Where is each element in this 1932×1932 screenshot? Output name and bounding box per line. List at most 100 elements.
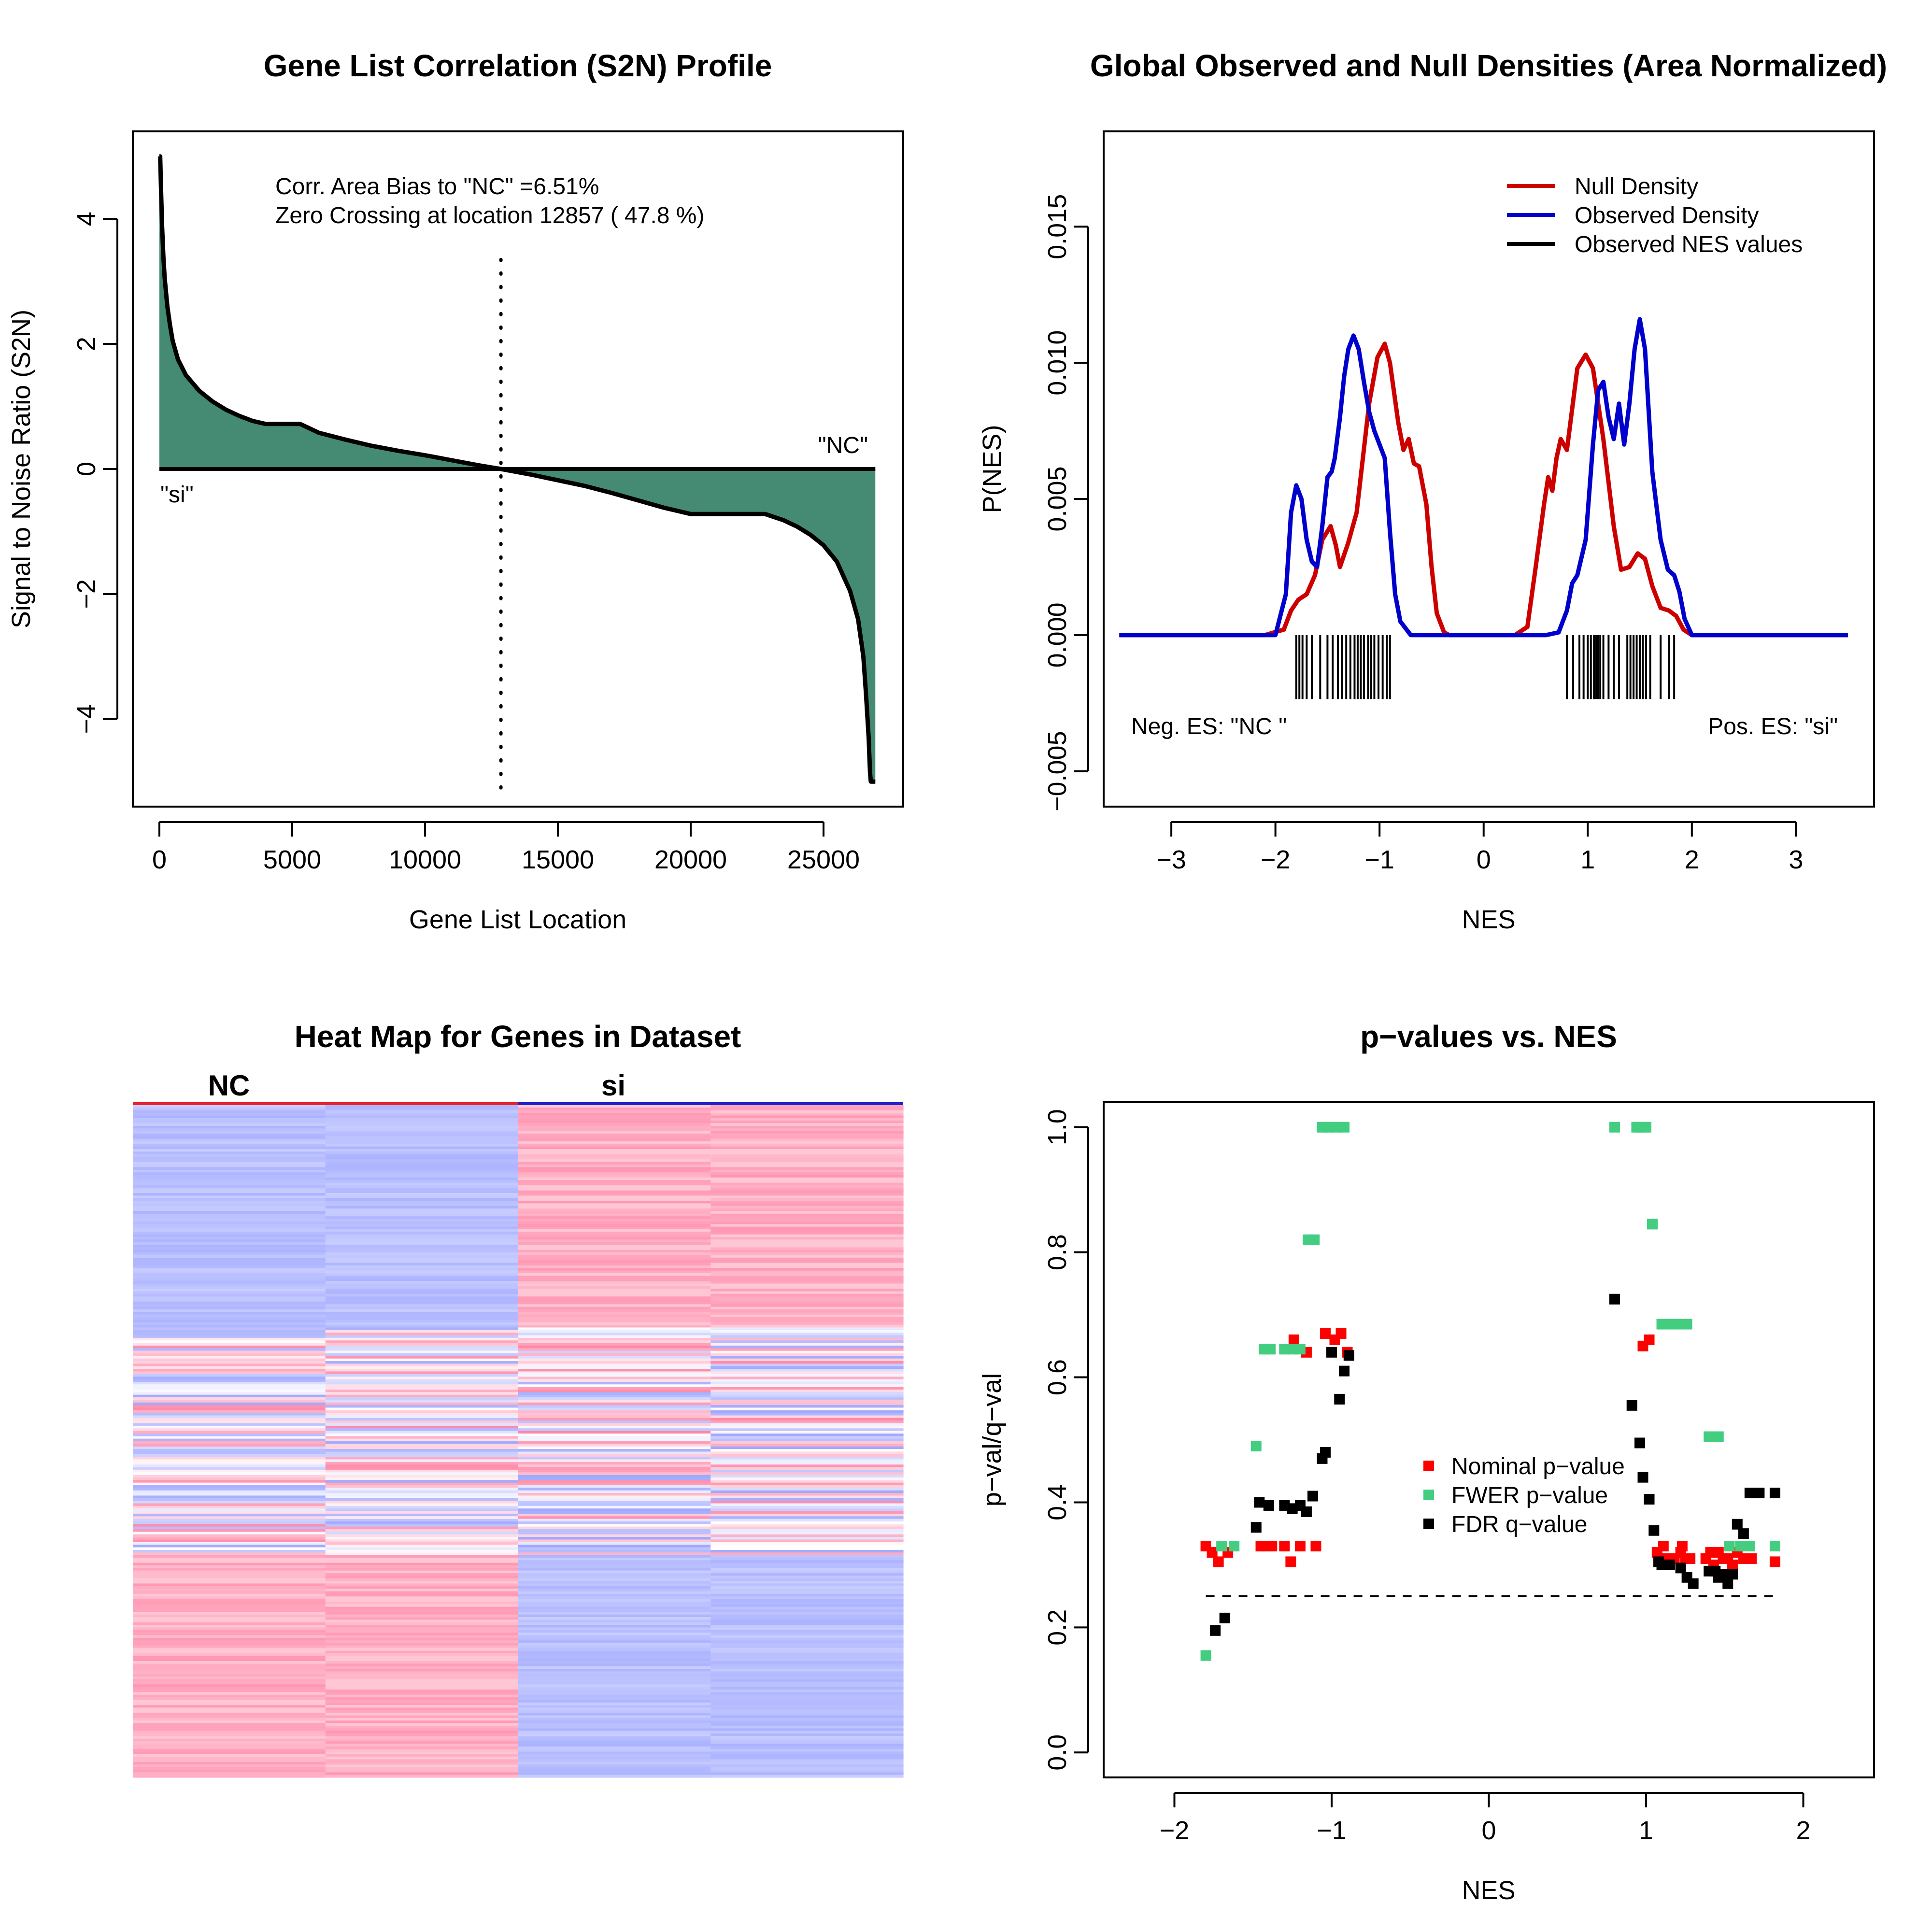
heatmap-cell: [133, 1330, 326, 1333]
heatmap-cell: [710, 1273, 904, 1276]
heatmap-cell: [325, 1764, 519, 1768]
fdr-q-point: [1644, 1493, 1655, 1505]
heatmap-cell: [518, 1681, 711, 1685]
heatmap-cell: [325, 1245, 519, 1248]
heatmap-cell: [518, 1578, 711, 1581]
heatmap-cell: [518, 1746, 711, 1749]
heatmap-cell: [710, 1410, 904, 1413]
heatmap-cell: [133, 1604, 326, 1607]
heatmap-cell: [710, 1312, 904, 1315]
heatmap-cell: [325, 1307, 519, 1310]
heatmap-cell: [133, 1723, 326, 1726]
fdr-q-point: [1210, 1625, 1221, 1636]
heatmap-cell: [325, 1407, 519, 1411]
heatmap-cell: [710, 1133, 904, 1136]
fdr-q-point: [1339, 1365, 1350, 1377]
heatmap-cell: [518, 1736, 711, 1739]
heatmap-cell: [518, 1431, 711, 1434]
heatmap-cell: [325, 1138, 519, 1142]
heatmap-cell: [133, 1293, 326, 1297]
heatmap-cell: [325, 1216, 519, 1220]
heatmap-cell: [518, 1599, 711, 1602]
heatmap-cell: [133, 1190, 326, 1193]
fdr-q-point: [1626, 1400, 1637, 1411]
heatmap-cell: [710, 1534, 904, 1537]
heatmap-cell: [518, 1291, 711, 1294]
fdr-q-point: [1609, 1293, 1620, 1305]
heatmap-cell: [710, 1330, 904, 1333]
heatmap-cell: [518, 1775, 711, 1778]
heatmap-cell: [710, 1299, 904, 1302]
heatmap-cell: [133, 1255, 326, 1258]
heatmap-cell: [518, 1330, 711, 1333]
heatmap-cell: [710, 1457, 904, 1460]
heatmap-cell: [133, 1725, 326, 1729]
heatmap-cell: [133, 1446, 326, 1449]
heatmap-cell: [518, 1751, 711, 1755]
heatmap-cell: [518, 1286, 711, 1289]
heatmap-cell: [133, 1260, 326, 1264]
heatmap-cell: [325, 1490, 519, 1493]
heatmap-cell: [133, 1501, 326, 1504]
heatmap-cell: [325, 1327, 519, 1331]
heatmap-cell: [710, 1560, 904, 1563]
fwer-p-point: [1713, 1431, 1724, 1442]
heatmap-cell: [518, 1552, 711, 1556]
heatmap-cell: [133, 1441, 326, 1444]
heatmap-cell: [518, 1689, 711, 1692]
heatmap-cell: [710, 1769, 904, 1773]
heatmap-cell: [710, 1633, 904, 1636]
heatmap-cell: [325, 1617, 519, 1620]
heatmap-cell: [518, 1242, 711, 1245]
heatmap-cell: [325, 1410, 519, 1413]
heatmap-cell: [133, 1563, 326, 1566]
s2n-x-axis: 0 5000 10000 15000 20000 25000: [152, 821, 860, 874]
heatmap-cell: [133, 1337, 326, 1341]
heatmap-cell: [325, 1521, 519, 1524]
heatmap-cell: [518, 1725, 711, 1729]
densities-x-tick-label: 0: [1477, 845, 1491, 874]
heatmap-cell: [133, 1309, 326, 1312]
heatmap-cell: [133, 1759, 326, 1762]
heatmap-cell: [518, 1581, 711, 1584]
heatmap-cell: [325, 1589, 519, 1592]
densities-y-tick-label: 0.015: [1043, 194, 1072, 259]
heatmap-cell: [133, 1545, 326, 1548]
heatmap-cell: [710, 1495, 904, 1499]
heatmap-cell: [518, 1113, 711, 1116]
heatmap-cell: [325, 1467, 519, 1470]
heatmap-cell: [133, 1320, 326, 1323]
heatmap-cell: [518, 1247, 711, 1250]
heatmap-cell: [133, 1221, 326, 1224]
heatmap-cell: [710, 1738, 904, 1742]
zero-crossing-note: Zero Crossing at location 12857 ( 47.8 %…: [275, 203, 704, 228]
heatmap-cell: [518, 1185, 711, 1188]
heatmap-cell: [710, 1539, 904, 1543]
heatmap-cell: [518, 1237, 711, 1240]
heatmap-cell: [133, 1469, 326, 1473]
heatmap-cell: [325, 1449, 519, 1452]
heatmap-cell: [710, 1389, 904, 1392]
fdr-q-point: [1744, 1488, 1755, 1499]
heatmap-cell: [710, 1694, 904, 1698]
heatmap-cell: [133, 1560, 326, 1563]
heatmap-cell: [518, 1138, 711, 1142]
fdr-q-point: [1688, 1578, 1699, 1589]
heatmap-cell: [518, 1188, 711, 1191]
heatmap-cell: [710, 1451, 904, 1455]
heatmap-cell: [325, 1723, 519, 1726]
heatmap-cell: [710, 1640, 904, 1644]
heatmap-cell: [518, 1289, 711, 1292]
heatmap-cell: [518, 1738, 711, 1742]
heatmap-cell: [518, 1650, 711, 1654]
heatmap-cell: [518, 1216, 711, 1220]
heatmap-cell: [325, 1462, 519, 1465]
heatmap-cell: [518, 1221, 711, 1224]
heatmap-cell: [133, 1705, 326, 1708]
heatmap-cell: [518, 1640, 711, 1644]
heatmap-cell: [325, 1325, 519, 1328]
heatmap-cell: [133, 1681, 326, 1685]
heatmap-cell: [133, 1175, 326, 1178]
heatmap-cell: [325, 1283, 519, 1287]
heatmap-cell: [518, 1314, 711, 1318]
